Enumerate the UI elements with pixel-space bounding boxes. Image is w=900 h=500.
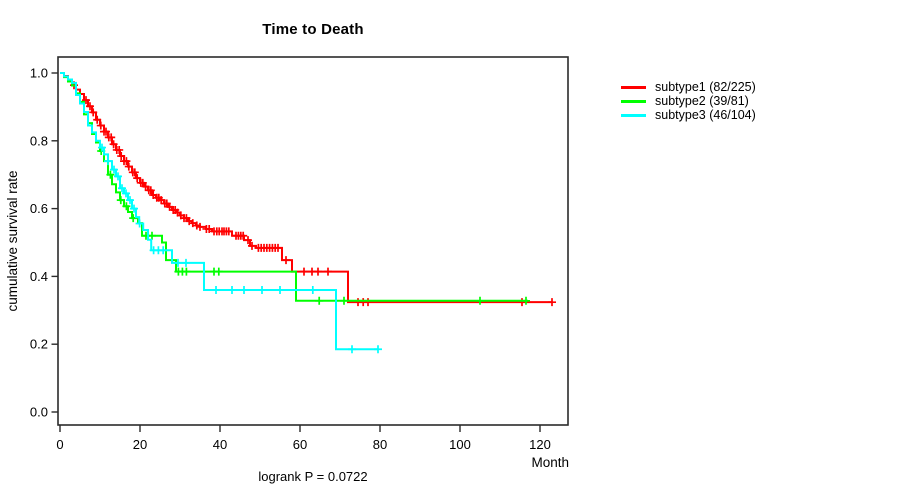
y-axis: 0.0 0.2 0.4 0.6 0.8 1.0 bbox=[30, 66, 58, 420]
censor-mark bbox=[133, 174, 142, 183]
censor-mark bbox=[104, 157, 112, 166]
legend-item-subtype1: subtype1 (82/225) bbox=[621, 80, 756, 94]
censor-mark bbox=[476, 296, 484, 305]
censor-mark bbox=[224, 227, 233, 236]
censor-mark bbox=[282, 256, 290, 265]
censor-mark bbox=[82, 96, 90, 105]
x-tick-label: 80 bbox=[373, 437, 387, 452]
logrank-pvalue: logrank P = 0.0722 bbox=[258, 469, 368, 484]
legend-label: subtype2 (39/81) bbox=[655, 94, 749, 108]
censor-mark bbox=[122, 202, 131, 211]
censor-mark bbox=[182, 267, 191, 276]
censor-mark bbox=[107, 133, 116, 142]
censor-mark bbox=[129, 214, 138, 223]
survival-curve-subtype1 bbox=[60, 72, 552, 304]
censor-mark bbox=[196, 222, 204, 231]
censor-mark bbox=[146, 186, 155, 195]
censor-mark bbox=[159, 246, 168, 255]
y-tick-label: 1.0 bbox=[30, 66, 48, 81]
censor-mark bbox=[109, 140, 118, 149]
censor-mark bbox=[240, 285, 248, 294]
censor-mark bbox=[522, 296, 530, 305]
x-tick-label: 20 bbox=[133, 437, 147, 452]
legend-color-line bbox=[621, 99, 646, 103]
censor-mark bbox=[93, 115, 102, 124]
censor-mark bbox=[214, 267, 223, 276]
censor-mark bbox=[548, 298, 556, 307]
censor-mark bbox=[115, 145, 124, 154]
censor-mark bbox=[182, 258, 190, 267]
x-tick-label: 120 bbox=[529, 437, 551, 452]
censor-mark bbox=[518, 298, 526, 307]
chart-title: Time to Death bbox=[262, 21, 364, 38]
censor-mark bbox=[374, 345, 382, 354]
survival-curve-subtype3 bbox=[60, 72, 378, 351]
censor-mark bbox=[124, 162, 133, 171]
legend-label: subtype3 (46/104) bbox=[655, 108, 756, 122]
legend-item-subtype3: subtype3 (46/104) bbox=[621, 108, 756, 122]
legend-item-subtype2: subtype2 (39/81) bbox=[621, 94, 756, 108]
legend: subtype1 (82/225) subtype2 (39/81) subtype… bbox=[621, 80, 756, 122]
censor-mark bbox=[300, 267, 308, 276]
censor-mark bbox=[130, 204, 138, 213]
censor-mark bbox=[258, 285, 266, 294]
censor-mark bbox=[308, 285, 317, 294]
censor-mark bbox=[106, 170, 115, 179]
y-tick-label: 0.6 bbox=[30, 201, 48, 216]
y-tick-label: 0.2 bbox=[30, 337, 48, 352]
censor-mark bbox=[118, 184, 126, 193]
x-tick-label: 100 bbox=[449, 437, 471, 452]
censor-marks-subtype1 bbox=[70, 81, 556, 307]
censor-mark bbox=[324, 267, 332, 276]
censor-mark bbox=[212, 285, 220, 294]
x-tick-label: 40 bbox=[213, 437, 227, 452]
legend-label: subtype1 (82/225) bbox=[655, 80, 756, 94]
y-tick-label: 0.4 bbox=[30, 269, 48, 284]
censor-mark bbox=[102, 127, 110, 136]
censor-marks-subtype3 bbox=[98, 143, 382, 354]
censor-mark bbox=[205, 224, 214, 233]
censor-mark bbox=[276, 285, 284, 294]
x-tick-label: 60 bbox=[293, 437, 307, 452]
plot-box bbox=[57, 56, 569, 426]
censor-mark bbox=[98, 143, 106, 152]
x-tick-label: 0 bbox=[56, 437, 63, 452]
censor-mark bbox=[148, 231, 156, 240]
censor-mark bbox=[122, 189, 130, 198]
censor-mark bbox=[117, 152, 126, 161]
censor-mark bbox=[126, 196, 134, 205]
legend-color-line bbox=[621, 85, 646, 89]
x-axis: 0 20 40 60 80 100 120 bbox=[56, 425, 551, 452]
censor-mark bbox=[122, 157, 131, 166]
censor-mark bbox=[348, 345, 356, 354]
censor-mark bbox=[314, 267, 322, 276]
censor-mark bbox=[130, 168, 139, 177]
censor-mark bbox=[364, 298, 372, 307]
censor-mark bbox=[174, 258, 182, 267]
censor-mark bbox=[228, 285, 236, 294]
censor-mark bbox=[89, 108, 98, 117]
censor-mark bbox=[239, 231, 248, 240]
censor-mark bbox=[135, 219, 144, 228]
censor-mark bbox=[114, 172, 122, 181]
censor-mark bbox=[86, 102, 94, 111]
legend-color-line bbox=[621, 113, 646, 117]
censor-mark bbox=[96, 121, 105, 130]
censor-mark bbox=[340, 296, 348, 305]
censor-mark bbox=[274, 243, 282, 252]
censor-mark bbox=[110, 165, 118, 174]
censor-mark bbox=[248, 241, 256, 250]
x-axis-title: Month bbox=[531, 455, 569, 470]
censor-marks-subtype2 bbox=[97, 146, 530, 305]
y-tick-label: 0.8 bbox=[30, 133, 48, 148]
y-tick-label: 0.0 bbox=[30, 405, 48, 420]
censor-mark bbox=[244, 236, 252, 245]
survival-curve-subtype2 bbox=[60, 72, 528, 302]
censor-mark bbox=[116, 196, 125, 205]
censor-mark bbox=[315, 296, 324, 305]
